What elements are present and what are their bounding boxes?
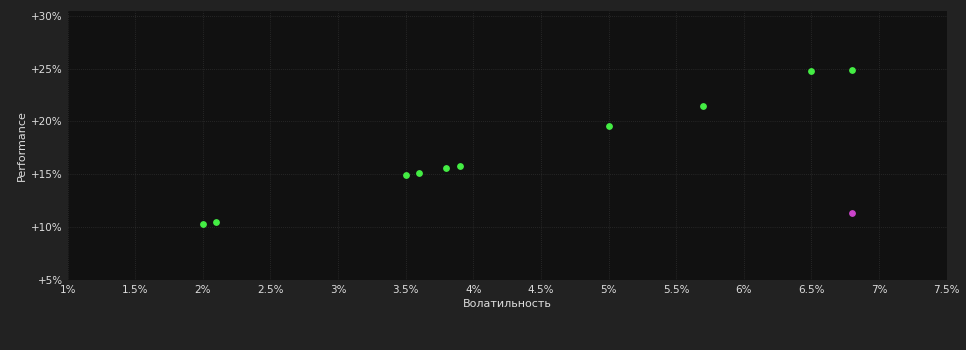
Y-axis label: Performance: Performance [16, 110, 27, 181]
Point [696, 103, 711, 108]
Point [844, 211, 860, 216]
Point [195, 221, 211, 227]
Point [601, 123, 616, 128]
Point [439, 165, 454, 171]
X-axis label: Волатильность: Волатильность [463, 299, 552, 309]
Point [398, 173, 413, 178]
Point [452, 163, 468, 169]
Point [412, 170, 427, 176]
Point [804, 68, 819, 74]
Point [209, 219, 224, 225]
Point [844, 67, 860, 72]
